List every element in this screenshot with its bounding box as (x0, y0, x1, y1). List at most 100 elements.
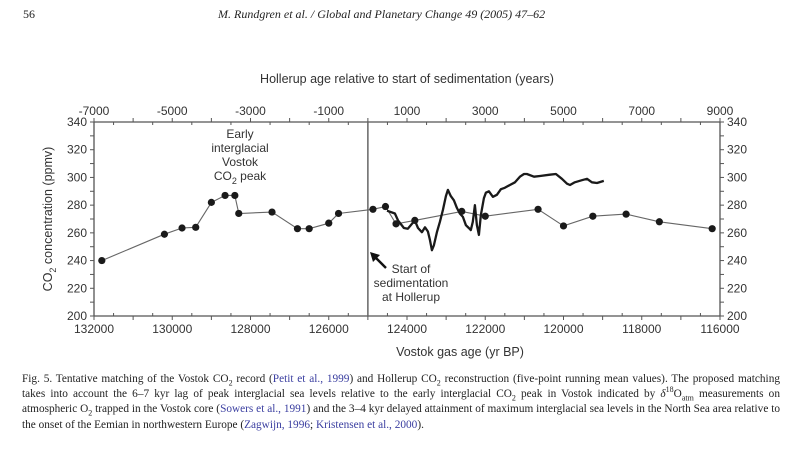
sedimentation-label-line: sedimentation (374, 276, 449, 290)
bottom-axis-tick-label: 132000 (74, 322, 114, 336)
top-axis-tick-label: 9000 (707, 104, 734, 118)
right-axis-tick-label: 260 (727, 226, 747, 240)
vostok-data-point (458, 207, 466, 215)
bottom-axis-title: Vostok gas age (yr BP) (396, 345, 524, 359)
vostok-data-point (589, 212, 597, 220)
citation-link[interactable]: Zagwijn, 1996 (244, 418, 310, 431)
caption-text: Fig. 5. Tentative matching of the Vostok… (22, 373, 229, 385)
left-axis-tick-label: 340 (67, 115, 87, 129)
vostok-data-point (160, 230, 169, 238)
caption-text: 2 (88, 408, 93, 418)
page-number: 56 (23, 7, 35, 21)
sedimentation-arrow-head (370, 252, 380, 262)
bottom-axis-tick-label: 124000 (387, 322, 427, 336)
vostok-data-point (305, 225, 313, 233)
vostok-data-point (392, 220, 400, 228)
early-peak-label-line: Early (226, 127, 253, 141)
y-axis-title-part: CO (41, 272, 55, 291)
top-axis-tick-label: -7000 (79, 104, 110, 118)
bottom-axis-tick-label: 130000 (152, 322, 192, 336)
left-axis-tick-label: 300 (67, 170, 87, 184)
early-peak-label-line: interglacial (211, 141, 268, 155)
caption-text: ; (310, 418, 316, 431)
bottom-axis-tick-label: 126000 (309, 322, 349, 336)
left-axis-tick-label: 240 (67, 254, 87, 268)
sedimentation-label-line: at Hollerup (382, 290, 440, 304)
top-axis-tick-label: -3000 (235, 104, 266, 118)
caption-text: 2 (436, 378, 441, 388)
vostok-data-point (708, 225, 716, 233)
vostok-data-point (207, 198, 215, 206)
y-axis-title-part: concentration (ppmv) (41, 147, 55, 268)
left-axis-tick-label: 280 (67, 198, 87, 212)
hollerup-series-line (386, 172, 605, 252)
top-axis-tick-label: 7000 (628, 104, 655, 118)
caption-text: measurements on atmospheric O (22, 388, 780, 416)
y-axis-title-sub: 2 (48, 268, 58, 273)
vostok-data-point (178, 224, 186, 232)
caption-text: peak in Vostok indicated by (515, 388, 661, 401)
sedimentation-label-line: Start of (392, 262, 431, 276)
caption-text: δ (660, 388, 666, 401)
vostok-data-point (369, 205, 377, 213)
top-axis-tick-label: 1000 (394, 104, 421, 118)
vostok-data-point (411, 216, 419, 224)
co2-chart: Hollerup age relative to start of sedime… (41, 72, 747, 359)
early-peak-label-line: Vostok (222, 155, 259, 169)
y-axis-title: CO2 concentration (ppmv) (41, 147, 58, 292)
vostok-data-point (235, 209, 243, 218)
bottom-axis-tick-label: 118000 (622, 322, 661, 336)
right-axis-tick-label: 200 (727, 309, 747, 323)
left-axis-tick-label: 220 (67, 281, 87, 295)
vostok-data-point (192, 223, 200, 231)
top-axis-tick-label: -5000 (157, 104, 188, 118)
axes: -7000 -5000 -3000 -1000 1000 3000 5000 7000 9000… (41, 104, 747, 336)
top-axis-tick-label: 3000 (472, 104, 499, 118)
caption-text: ). (417, 418, 424, 431)
running-head: 56 M. Rundgren et al. / Global and Plane… (0, 7, 799, 27)
caption-text: O (673, 388, 682, 401)
journal-citation: M. Rundgren et al. / Global and Planetar… (218, 7, 546, 21)
caption-text: trapped in the Vostok core ( (92, 403, 221, 416)
left-axis-tick-label: 200 (67, 309, 87, 323)
vostok-data-point (559, 222, 568, 230)
caption-text: 2 (511, 393, 516, 403)
bottom-axis-tick-label: 128000 (230, 322, 270, 336)
top-axis-tick-label: -1000 (313, 104, 344, 118)
vostok-data-point (98, 256, 106, 265)
series-layer (98, 172, 716, 265)
caption-text: 18 (665, 385, 674, 395)
right-axis-tick-label: 240 (727, 254, 747, 268)
vostok-data-point (381, 202, 390, 211)
vostok-data-point (334, 209, 343, 218)
bottom-axis-tick-label: 122000 (465, 322, 505, 336)
caption-text: reconstruction (five-point running mean … (22, 373, 780, 401)
right-axis-tick-label: 340 (727, 115, 747, 129)
vostok-data-point (325, 219, 333, 227)
caption-text: 2 (228, 378, 233, 388)
vostok-data-point (622, 210, 630, 218)
left-axis-tick-label: 320 (67, 143, 87, 157)
bottom-axis-tick-label: 116000 (700, 322, 739, 336)
right-axis-tick-label: 220 (727, 281, 747, 295)
vostok-data-point (268, 208, 276, 216)
citation-link[interactable]: Petit et al., 1999 (272, 373, 350, 385)
bottom-axis-tick-label: 120000 (543, 322, 583, 336)
citation-link[interactable]: Kristensen et al., 2000 (315, 418, 418, 431)
right-axis-tick-label: 280 (727, 198, 747, 212)
vostok-data-point (481, 212, 489, 220)
vostok-data-point (534, 205, 542, 213)
caption-text: atm (681, 393, 694, 403)
caption-text: ) and the 3–4 kyr delayed attainment of … (22, 403, 780, 431)
vostok-data-point (231, 191, 239, 200)
caption-text: ) and Hollerup CO (349, 373, 437, 385)
vostok-data-point (221, 191, 229, 200)
citation-link[interactable]: Sowers et al., 1991 (220, 403, 307, 416)
vostok-data-point (655, 218, 663, 226)
right-axis-tick-label: 320 (727, 143, 747, 157)
figure-caption: Fig. 5. Tentative matching of the Vostok… (22, 372, 780, 433)
right-axis-tick-label: 300 (727, 170, 747, 184)
caption-text: record ( (232, 373, 273, 385)
top-axis-title: Hollerup age relative to start of sedime… (260, 72, 554, 86)
